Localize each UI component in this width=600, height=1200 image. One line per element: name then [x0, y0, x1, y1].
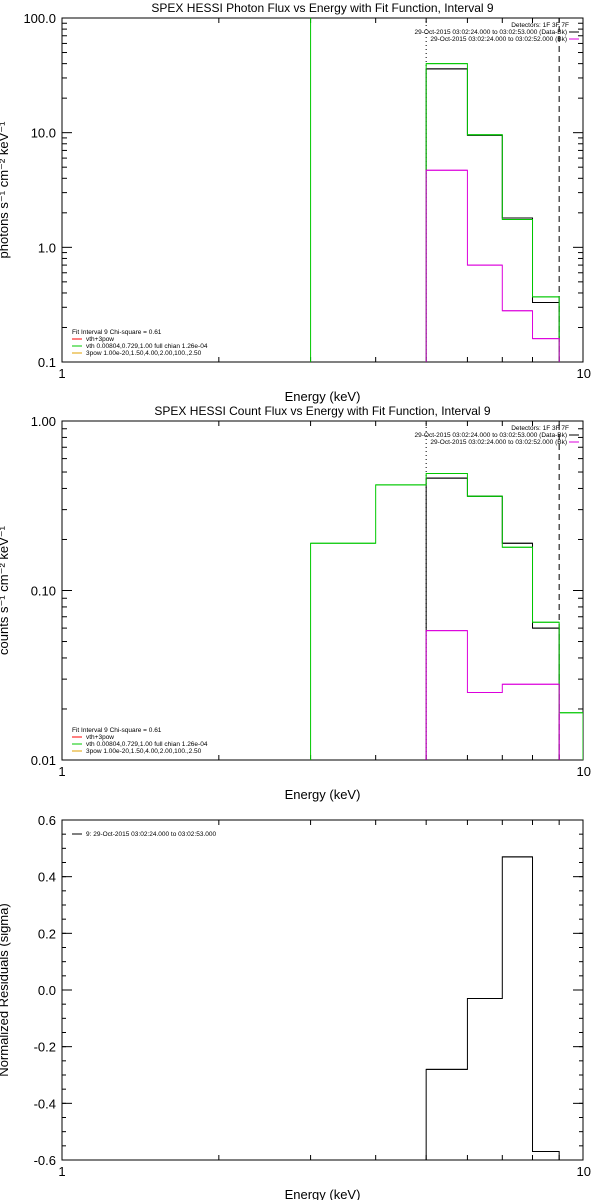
y-axis-label: photons s⁻¹ cm⁻² keV⁻¹ [0, 121, 11, 259]
series-bk [425, 169, 560, 362]
chart-panel-1: SPEX HESSI Photon Flux vs Energy with Fi… [0, 1, 591, 404]
step-line [310, 473, 583, 760]
fit-legend-entry-label: vth+3pow [86, 336, 114, 343]
y-tick-label: 0.2 [38, 926, 56, 941]
y-tick-label: 100.0 [23, 11, 56, 26]
x-axis-label: Energy (keV) [285, 389, 361, 404]
y-tick-label: 0.4 [38, 870, 56, 885]
y-tick-label: -0.4 [34, 1096, 56, 1111]
chart-panel-2: SPEX HESSI Count Flux vs Energy with Fit… [0, 404, 591, 802]
legend-entry-label: 29-Oct-2015 03:02:24.000 to 03:02:53.000… [415, 29, 568, 36]
fit-legend-entry-label: 3pow 1.00e-20,1.50,4.00,2.00,100.,2.50 [86, 350, 202, 357]
y-axis-label: counts s⁻¹ cm⁻² keV⁻¹ [0, 525, 11, 655]
y-axis-label: Normalized Residuals (sigma) [0, 903, 11, 1076]
x-tick-label: 10 [577, 366, 591, 381]
x-axis-label: Energy (keV) [285, 787, 361, 802]
x-tick-label: 10 [577, 764, 591, 779]
fit-legend-entry-label: vth 0.00804,0.729,1.00 full chian 1.26e-… [86, 741, 208, 748]
series-fit [310, 473, 583, 760]
fit-legend-entry-label: vth+3pow [86, 734, 114, 741]
step-line [425, 63, 560, 362]
y-tick-label: 0.10 [31, 584, 56, 599]
y-tick-label: 0.1 [38, 355, 56, 370]
legend-entry-label: 9: 29-Oct-2015 03:02:24.000 to 03:02:53.… [86, 831, 216, 838]
chart-panel-3: 1 10 -0.6 -0.4 -0.2 0.0 0.2 0.4 0.6 Energy (keV) N… [0, 813, 591, 1200]
series-fit [425, 63, 560, 362]
series-bk [425, 630, 560, 760]
plot-frame [61, 819, 584, 1161]
plot-frame [61, 420, 584, 761]
step-line [425, 477, 560, 760]
series-data-bk [425, 68, 560, 362]
legend-entry-label: 29-Oct-2015 03:02:24.000 to 03:02:52.000… [430, 36, 567, 43]
step-line [425, 856, 560, 1160]
step-line [425, 68, 560, 362]
y-tick-label: 10.0 [31, 126, 56, 141]
legend-entry-label: 29-Oct-2015 03:02:24.000 to 03:02:53.000… [415, 432, 568, 439]
legend-header: Detectors: 1F 3F 7F [511, 22, 569, 29]
y-tick-label: 0.0 [38, 983, 56, 998]
y-tick-label: 0.6 [38, 813, 56, 828]
y-tick-label: -0.6 [34, 1153, 56, 1168]
x-tick-label: 1 [58, 1164, 65, 1179]
y-tick-label: 1.0 [38, 240, 56, 255]
fit-legend-header: Fit Interval 9 Chi-square = 0.61 [72, 727, 162, 734]
fit-legend-entry-label: 3pow 1.00e-20,1.50,4.00,2.00,100.,2.50 [86, 748, 202, 755]
fit-legend-header: Fit Interval 9 Chi-square = 0.61 [72, 329, 162, 336]
fit-legend: Fit Interval 9 Chi-square = 0.61vth+3pow… [72, 329, 208, 357]
x-axis-label: Energy (keV) [285, 1187, 361, 1200]
chart-title: SPEX HESSI Photon Flux vs Energy with Fi… [151, 1, 493, 15]
y-tick-label: 0.01 [31, 753, 56, 768]
step-line [425, 169, 560, 362]
fit-legend: Fit Interval 9 Chi-square = 0.61vth+3pow… [72, 727, 208, 755]
y-tick-label: -0.2 [34, 1040, 56, 1055]
x-tick-label: 10 [577, 1164, 591, 1179]
legend: 9: 29-Oct-2015 03:02:24.000 to 03:02:53.… [72, 831, 216, 838]
plot-frame [61, 17, 584, 363]
fit-legend-entry-label: vth 0.00804,0.729,1.00 full chian 1.26e-… [86, 343, 208, 350]
step-line [425, 630, 560, 760]
x-tick-label: 1 [58, 366, 65, 381]
legend-header: Detectors: 1F 3F 7F [511, 425, 569, 432]
series-data-bk [425, 477, 560, 760]
series-residuals [425, 856, 560, 1160]
chart-title: SPEX HESSI Count Flux vs Energy with Fit… [154, 404, 490, 418]
y-tick-label: 1.00 [31, 414, 56, 429]
x-tick-label: 1 [58, 764, 65, 779]
legend-entry-label: 29-Oct-2015 03:02:24.000 to 03:02:52.000… [430, 439, 567, 446]
